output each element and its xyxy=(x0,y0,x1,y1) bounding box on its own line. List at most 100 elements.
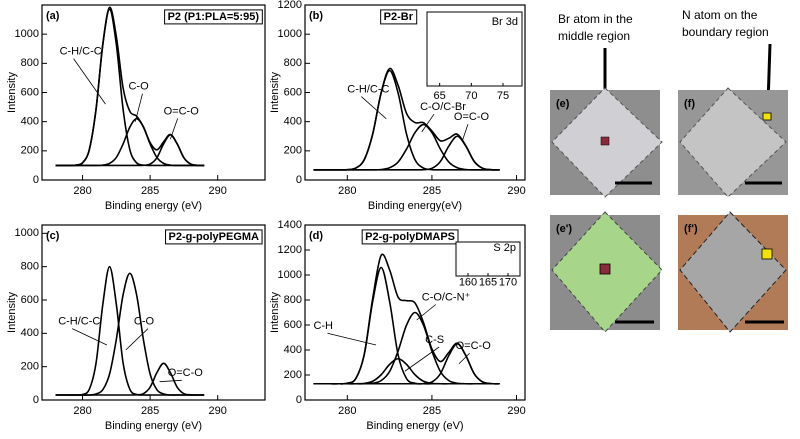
y-tick-label: 1000 xyxy=(278,269,302,281)
y-tick-label: 0 xyxy=(33,174,39,186)
x-tick-label: 285 xyxy=(423,185,441,197)
y-tick-label: 0 xyxy=(296,394,302,406)
panel-label: (d) xyxy=(309,230,323,242)
panel-label: (f') xyxy=(684,223,698,235)
marker xyxy=(761,248,773,260)
spectrum-line xyxy=(313,135,500,171)
inset-x-tick-label: 70 xyxy=(465,90,477,102)
inset-x-tick-label: 165 xyxy=(479,277,497,289)
panel-label: (f) xyxy=(684,98,695,110)
y-tick-label: 800 xyxy=(284,294,302,306)
title-box xyxy=(164,9,263,25)
inset-label: S 2p xyxy=(493,242,516,254)
x-tick-label: 285 xyxy=(141,185,159,197)
y-tick-label: 1000 xyxy=(15,28,39,40)
x-axis-label: Binding energy (eV) xyxy=(105,420,202,432)
title-box xyxy=(380,9,418,25)
y-tick-label: 600 xyxy=(284,319,302,331)
chart-title: P2-g-polyDMAPS xyxy=(365,231,455,243)
y-tick-label: 0 xyxy=(296,174,302,186)
y-tick-label: 1200 xyxy=(278,0,302,11)
annotation: C-O xyxy=(128,81,149,93)
annotation: C-S xyxy=(425,334,444,346)
plot-frame xyxy=(304,224,526,401)
y-tick-label: 200 xyxy=(284,369,302,381)
marker xyxy=(599,263,611,275)
annotation-arrow xyxy=(125,328,149,351)
annotation-arrow xyxy=(170,118,179,140)
y-tick-label: 1000 xyxy=(278,28,302,40)
caption: Br atom in the xyxy=(558,12,633,26)
panel-label: (a) xyxy=(46,10,60,22)
y-tick-label: 400 xyxy=(284,116,302,128)
y-tick-label: 400 xyxy=(284,344,302,356)
annotation: O=C-O xyxy=(454,111,490,123)
annotation-arrow xyxy=(404,346,440,372)
annotation-arrow xyxy=(458,352,470,365)
caption: N atom on the xyxy=(682,8,758,22)
annotation-arrow xyxy=(72,328,108,346)
inset-frame xyxy=(426,11,523,87)
annotation: C-H/C-C xyxy=(58,316,100,328)
inset-x-tick-label: 170 xyxy=(499,277,517,289)
annotation: C-H/C-C xyxy=(347,83,389,95)
y-tick-label: 800 xyxy=(21,57,39,69)
annotation: C-H xyxy=(313,320,333,332)
plot-frame xyxy=(41,4,266,181)
x-tick-label: 285 xyxy=(141,405,159,417)
annotation-arrow xyxy=(361,96,387,120)
panel-label: (e') xyxy=(556,223,572,235)
annotation-arrow xyxy=(73,58,106,105)
panel-label: (e) xyxy=(556,98,570,110)
spectrum-line xyxy=(55,362,205,396)
x-axis-label: Binding energy(eV) xyxy=(368,200,462,212)
annotation-arrow xyxy=(159,379,182,383)
y-tick-label: 800 xyxy=(284,57,302,69)
x-axis-label: Binding energy (eV) xyxy=(366,420,463,432)
y-tick-label: 600 xyxy=(284,86,302,98)
inset-x-tick-label: 160 xyxy=(459,277,477,289)
x-tick-label: 285 xyxy=(423,405,441,417)
plot-frame xyxy=(41,224,266,401)
y-axis-label: Intensity xyxy=(269,72,281,113)
chart-title: P2-g-polyPEGMA xyxy=(169,231,260,243)
x-tick-label: 290 xyxy=(507,405,525,417)
spectrum-line xyxy=(55,133,205,167)
y-tick-label: 1400 xyxy=(278,219,302,231)
annotation: C-O xyxy=(134,316,155,328)
title-box xyxy=(165,229,263,245)
y-tick-label: 200 xyxy=(21,361,39,373)
y-tick-label: 400 xyxy=(21,116,39,128)
marker xyxy=(762,112,772,121)
x-tick-label: 290 xyxy=(209,185,227,197)
x-tick-label: 280 xyxy=(338,405,356,417)
annotation: C-H/C-C xyxy=(60,46,102,58)
annotation-arrow xyxy=(327,332,377,346)
x-axis-label: Binding energy (eV) xyxy=(105,200,202,212)
annotation: O=C-O xyxy=(168,367,204,379)
inset-x-tick-label: 65 xyxy=(434,90,446,102)
y-tick-label: 600 xyxy=(21,86,39,98)
y-axis-label: Intensity xyxy=(6,292,18,333)
y-tick-label: 400 xyxy=(21,327,39,339)
spectrum-line xyxy=(55,117,205,167)
chart-title: P2-Br xyxy=(384,11,414,23)
panel-label: (b) xyxy=(309,10,323,22)
panel-label: (c) xyxy=(46,230,60,242)
y-tick-label: 200 xyxy=(21,145,39,157)
annotation: O=C-O xyxy=(164,105,200,117)
x-tick-label: 280 xyxy=(73,185,91,197)
annotation: C-O/C-Br xyxy=(420,101,466,113)
x-tick-label: 280 xyxy=(338,185,356,197)
y-tick-label: 200 xyxy=(284,145,302,157)
annotation-arrow xyxy=(416,304,437,321)
title-box xyxy=(361,229,459,245)
y-tick-label: 600 xyxy=(21,294,39,306)
sample-region xyxy=(679,87,787,198)
inset-x-tick-label: 75 xyxy=(497,90,509,102)
y-axis-label: Intensity xyxy=(269,292,281,333)
annotation: O=C-O xyxy=(456,340,492,352)
sample-region xyxy=(679,211,787,333)
marker xyxy=(600,136,610,146)
